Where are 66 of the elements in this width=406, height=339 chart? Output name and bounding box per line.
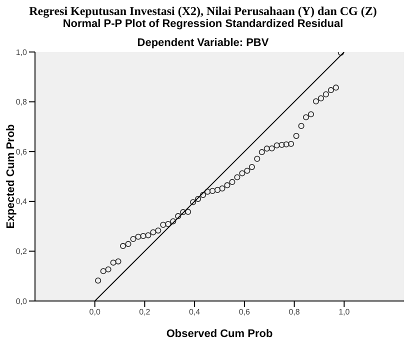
point	[254, 156, 260, 162]
point	[155, 227, 162, 234]
point	[150, 229, 156, 236]
y-axis-title: Expected Cum Prob	[4, 124, 17, 229]
point	[302, 114, 310, 120]
x-tick-label: 1,0	[338, 308, 350, 317]
point	[298, 122, 304, 130]
point	[204, 188, 211, 195]
point	[293, 132, 300, 139]
point	[175, 213, 182, 220]
point	[244, 168, 250, 174]
point	[105, 266, 112, 272]
point	[185, 208, 192, 215]
point	[322, 91, 330, 98]
point	[209, 188, 216, 194]
point	[95, 278, 102, 284]
point	[278, 142, 285, 148]
point	[130, 236, 136, 242]
x-tick-label: 0,8	[288, 308, 300, 317]
point	[219, 185, 226, 192]
point	[332, 84, 339, 91]
point	[135, 234, 142, 240]
point	[120, 242, 126, 250]
y-tick-label: 0,8	[16, 98, 28, 107]
point	[258, 149, 265, 156]
y-tick-label: 0,2	[16, 247, 28, 256]
point	[268, 145, 275, 152]
point	[170, 218, 176, 224]
y-tick-label: 0,4	[16, 197, 28, 206]
point	[140, 232, 146, 240]
point	[328, 87, 334, 94]
point	[110, 260, 116, 266]
text: Dependent Variable: PBV	[136, 37, 270, 49]
point	[160, 222, 166, 228]
point	[283, 141, 290, 148]
point	[115, 258, 122, 264]
y-tick-label: 0,0	[16, 296, 28, 306]
point	[125, 240, 132, 248]
point	[234, 174, 240, 180]
y-tick-label: 0,6	[16, 147, 28, 156]
point	[195, 196, 202, 202]
point	[308, 111, 314, 118]
point	[312, 98, 320, 104]
point	[145, 232, 152, 238]
y-tick-label: 1,0	[16, 48, 28, 57]
x-tick-label: 0,6	[238, 308, 251, 317]
point	[229, 178, 236, 186]
point	[239, 170, 246, 176]
x-axis-title: Observed Cum Prob	[166, 328, 273, 339]
point	[165, 221, 172, 228]
x-tick-label: 0,0	[89, 308, 101, 317]
point	[274, 142, 280, 148]
point	[200, 192, 206, 198]
point	[264, 146, 270, 152]
point	[248, 164, 255, 170]
point	[180, 209, 186, 216]
point	[214, 186, 221, 193]
point	[100, 268, 106, 274]
point	[224, 182, 230, 188]
chart-title: Regresi Keputusan Investasi (X2), Nilai Perusahaan (Y) dan CG (Z)	[28, 4, 378, 19]
point	[288, 140, 294, 147]
chart-subtitle: Normal P-P Plot of Regression Standardized Residual	[62, 18, 344, 30]
x-tick-label: 0,4	[189, 308, 201, 317]
point	[318, 95, 324, 102]
x-tick-label: 0,2	[139, 308, 151, 317]
point	[190, 199, 196, 206]
